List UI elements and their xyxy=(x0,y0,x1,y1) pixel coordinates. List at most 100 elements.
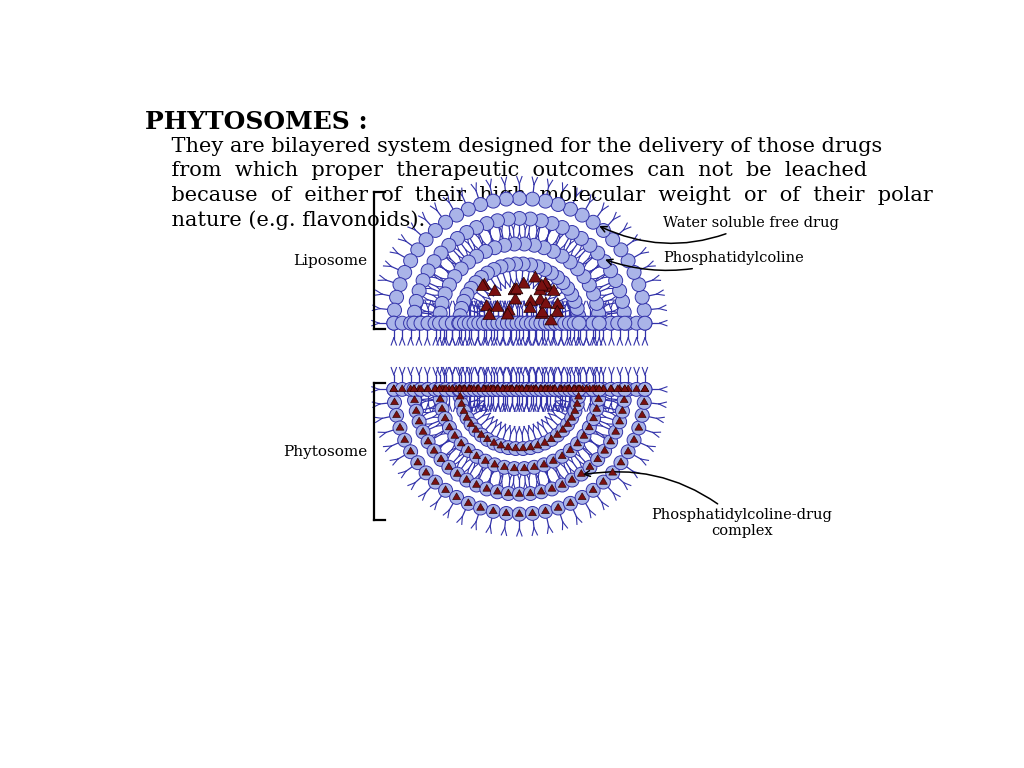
Ellipse shape xyxy=(592,306,605,320)
Polygon shape xyxy=(536,279,548,290)
Ellipse shape xyxy=(541,382,555,396)
Polygon shape xyxy=(441,414,450,421)
Ellipse shape xyxy=(555,478,569,492)
Ellipse shape xyxy=(562,382,577,396)
Ellipse shape xyxy=(539,382,553,396)
Polygon shape xyxy=(630,435,638,442)
Ellipse shape xyxy=(462,382,476,396)
Ellipse shape xyxy=(519,382,534,396)
Polygon shape xyxy=(575,385,583,392)
Ellipse shape xyxy=(435,316,450,330)
Polygon shape xyxy=(456,385,464,392)
Ellipse shape xyxy=(638,316,652,330)
Ellipse shape xyxy=(465,316,478,330)
Ellipse shape xyxy=(526,316,541,330)
Polygon shape xyxy=(526,443,535,450)
Polygon shape xyxy=(593,405,601,412)
Polygon shape xyxy=(527,385,536,392)
Ellipse shape xyxy=(387,382,400,396)
Polygon shape xyxy=(488,285,501,296)
Ellipse shape xyxy=(463,316,477,330)
Ellipse shape xyxy=(416,425,430,439)
Ellipse shape xyxy=(457,294,471,308)
Ellipse shape xyxy=(464,417,478,431)
Polygon shape xyxy=(477,431,485,437)
Polygon shape xyxy=(476,504,484,510)
Text: Phosphatidylcoline-drug
complex: Phosphatidylcoline-drug complex xyxy=(585,471,831,538)
Polygon shape xyxy=(595,385,603,392)
Ellipse shape xyxy=(572,382,586,396)
Ellipse shape xyxy=(561,417,574,431)
Ellipse shape xyxy=(486,505,501,518)
Polygon shape xyxy=(517,277,530,288)
Ellipse shape xyxy=(460,411,474,425)
Ellipse shape xyxy=(393,421,407,435)
Ellipse shape xyxy=(572,316,586,330)
Ellipse shape xyxy=(617,316,632,330)
Polygon shape xyxy=(548,435,555,442)
Ellipse shape xyxy=(534,382,548,396)
Ellipse shape xyxy=(551,501,565,515)
Ellipse shape xyxy=(562,382,577,396)
Polygon shape xyxy=(490,439,498,445)
Ellipse shape xyxy=(500,506,513,521)
Ellipse shape xyxy=(632,421,646,435)
Ellipse shape xyxy=(586,382,600,396)
Ellipse shape xyxy=(563,202,578,216)
Ellipse shape xyxy=(447,270,462,283)
Ellipse shape xyxy=(617,316,632,330)
Ellipse shape xyxy=(572,316,586,330)
Ellipse shape xyxy=(456,382,470,396)
Polygon shape xyxy=(414,458,422,465)
Ellipse shape xyxy=(467,316,481,330)
Polygon shape xyxy=(501,463,508,469)
Ellipse shape xyxy=(528,382,543,396)
Ellipse shape xyxy=(420,316,434,330)
Ellipse shape xyxy=(583,382,597,396)
Ellipse shape xyxy=(571,382,585,396)
Polygon shape xyxy=(583,385,590,392)
Polygon shape xyxy=(398,385,407,392)
Polygon shape xyxy=(515,385,523,392)
Polygon shape xyxy=(534,284,547,295)
Ellipse shape xyxy=(412,415,426,429)
Ellipse shape xyxy=(561,316,575,330)
Ellipse shape xyxy=(612,316,627,330)
Ellipse shape xyxy=(504,382,518,396)
Polygon shape xyxy=(544,385,552,392)
Ellipse shape xyxy=(605,466,620,480)
Ellipse shape xyxy=(490,485,505,498)
Ellipse shape xyxy=(523,441,538,455)
Polygon shape xyxy=(641,385,649,392)
Ellipse shape xyxy=(474,270,488,284)
Ellipse shape xyxy=(442,316,456,330)
Polygon shape xyxy=(573,439,582,446)
Ellipse shape xyxy=(470,382,484,396)
Polygon shape xyxy=(566,498,574,505)
Ellipse shape xyxy=(428,316,442,330)
Ellipse shape xyxy=(428,223,442,237)
Polygon shape xyxy=(558,385,565,392)
Polygon shape xyxy=(487,385,496,392)
Ellipse shape xyxy=(387,316,400,330)
Ellipse shape xyxy=(614,243,628,257)
Ellipse shape xyxy=(479,382,493,396)
Ellipse shape xyxy=(471,382,484,396)
Ellipse shape xyxy=(487,382,502,396)
Ellipse shape xyxy=(490,316,505,330)
Ellipse shape xyxy=(439,382,453,396)
Ellipse shape xyxy=(450,491,464,505)
Ellipse shape xyxy=(567,316,582,330)
Polygon shape xyxy=(436,395,444,402)
Polygon shape xyxy=(451,432,459,439)
Ellipse shape xyxy=(541,316,555,330)
Polygon shape xyxy=(519,444,527,451)
Ellipse shape xyxy=(454,316,468,330)
Ellipse shape xyxy=(588,316,602,330)
Ellipse shape xyxy=(539,505,553,518)
Ellipse shape xyxy=(545,217,559,230)
Polygon shape xyxy=(520,464,528,471)
Ellipse shape xyxy=(471,316,484,330)
Ellipse shape xyxy=(553,382,567,396)
Ellipse shape xyxy=(458,382,471,396)
